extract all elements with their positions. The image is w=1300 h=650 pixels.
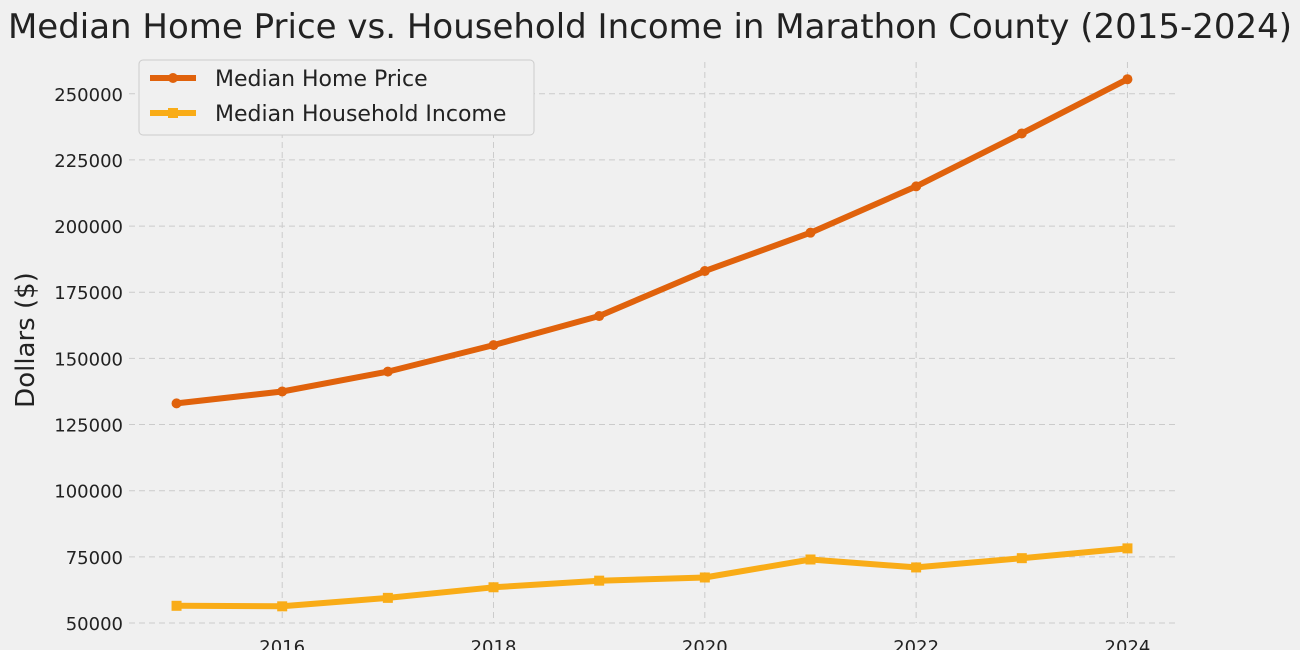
data-point (382, 592, 393, 603)
series-line (173, 76, 1131, 407)
data-point (699, 572, 710, 583)
data-point (1122, 74, 1133, 85)
legend-marker (168, 108, 178, 118)
legend-box (138, 59, 535, 136)
y-tick-label: 175000 (54, 283, 123, 304)
series-line (173, 545, 1131, 610)
x-tick-label: 2016 (259, 637, 305, 650)
data-point (1016, 128, 1027, 139)
y-tick-label: 250000 (54, 85, 123, 106)
y-tick-label: 150000 (54, 349, 123, 370)
grid (129, 62, 1175, 624)
x-tick-label: 2018 (471, 637, 517, 650)
data-point (277, 386, 288, 397)
data-point (594, 575, 605, 586)
data-point (382, 366, 393, 377)
data-point (277, 601, 288, 612)
x-tick-label: 2020 (682, 637, 728, 650)
data-point (1016, 553, 1027, 564)
data-point (488, 582, 499, 593)
series-1 (171, 74, 1133, 409)
data-point (805, 554, 816, 565)
legend: Median Home Price Median Household Income (138, 59, 535, 136)
y-axis-label: Dollars ($) (11, 272, 41, 408)
x-axis-ticks: 2016 2018 2020 2022 2024 (259, 637, 1150, 650)
chart-title: Median Home Price vs. Household Income i… (8, 7, 1292, 47)
data-point (171, 398, 182, 409)
legend-item: Median Household Income (150, 102, 506, 127)
y-axis-ticks: 50000 75000 100000 125000 150000 175000 200000… (54, 85, 123, 635)
series-2 (171, 543, 1133, 612)
legend-marker (168, 73, 178, 83)
data-point (911, 562, 922, 573)
legend-item: Median Home Price (150, 67, 428, 92)
data-point (699, 266, 710, 277)
data-point (911, 181, 922, 192)
data-point (171, 600, 182, 611)
series-group (171, 74, 1133, 612)
legend-label: Median Home Price (215, 67, 428, 92)
data-point (805, 227, 816, 238)
y-tick-label: 50000 (66, 614, 123, 635)
data-point (488, 340, 499, 351)
x-tick-label: 2024 (1105, 637, 1151, 650)
y-tick-label: 100000 (54, 482, 123, 503)
y-tick-label: 225000 (54, 151, 123, 172)
data-point (1122, 543, 1133, 554)
y-tick-label: 75000 (66, 548, 123, 569)
legend-label: Median Household Income (215, 102, 506, 127)
data-point (594, 311, 605, 322)
x-tick-label: 2022 (893, 637, 939, 650)
y-tick-label: 200000 (54, 217, 123, 238)
y-tick-label: 125000 (54, 416, 123, 437)
